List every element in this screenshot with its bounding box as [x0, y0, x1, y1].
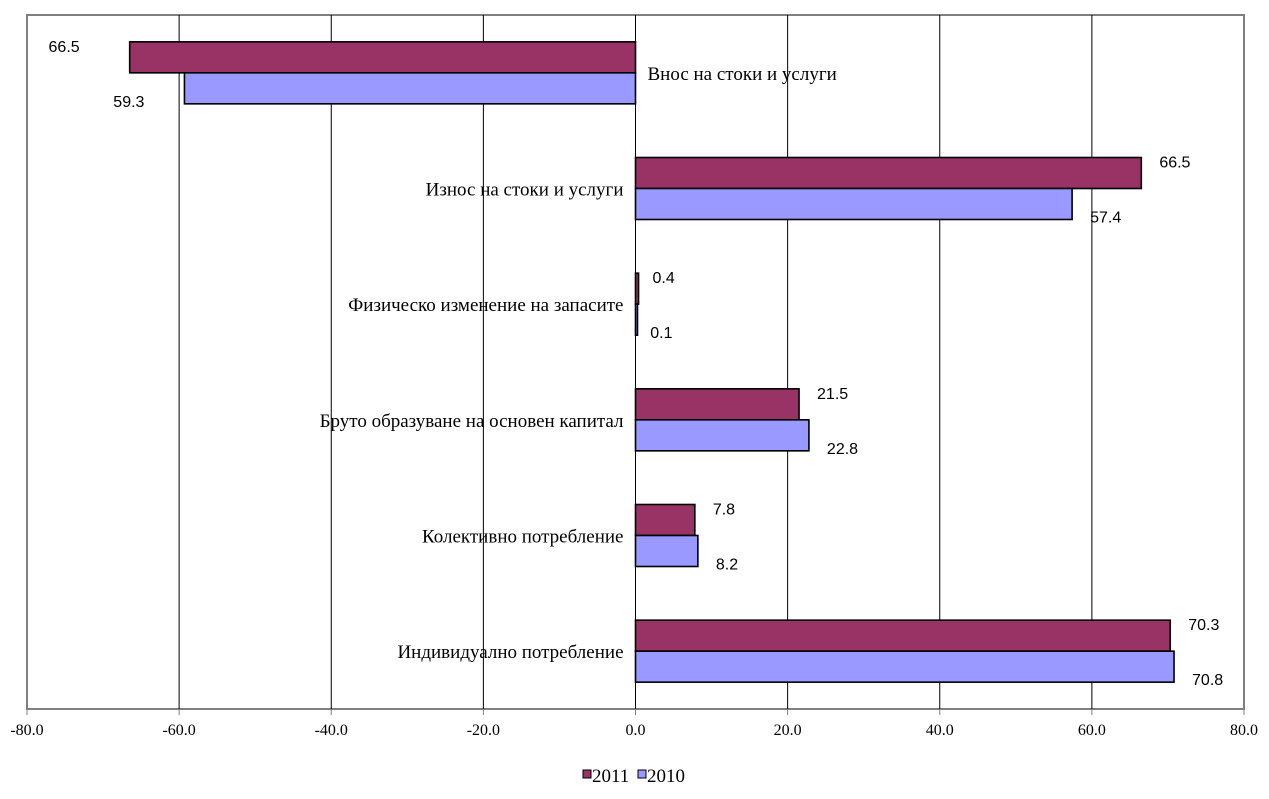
x-tick-label: 80.0 — [1230, 722, 1258, 739]
data-label-2010-5: 70.8 — [1192, 672, 1223, 689]
category-label: Колективно потребление — [422, 527, 624, 548]
bar-2010-3 — [634, 419, 810, 452]
data-label-2011-1: 66.5 — [1159, 155, 1190, 172]
category-label: Износ на стоки и услуги — [426, 180, 624, 201]
data-label-2011-0: 66.5 — [49, 39, 80, 56]
data-label-2010-2: 0.1 — [650, 325, 672, 342]
bar-2010-5 — [634, 650, 1175, 683]
legend-label-2010: 2010 — [647, 766, 685, 787]
category-label: Внос на стоки и услуги — [648, 64, 837, 85]
bar-2010-4 — [634, 534, 699, 568]
data-label-2011-2: 0.4 — [653, 270, 675, 287]
legend: 2011 2010 — [582, 766, 685, 787]
bar-2011-0 — [128, 41, 637, 74]
gridlines — [178, 15, 1093, 709]
data-label-2010-4: 8.2 — [716, 557, 738, 574]
category-label: Бруто образуване на основен капитал — [320, 411, 624, 432]
bar-2011-3 — [634, 388, 800, 421]
bar-2011-1 — [634, 156, 1143, 190]
category-label: Индивидуално потребление — [397, 642, 623, 663]
legend-swatch-2010 — [637, 769, 647, 779]
data-label-2011-3: 21.5 — [817, 386, 848, 403]
data-label-2010-1: 57.4 — [1090, 210, 1121, 227]
bar-2011-4 — [634, 503, 696, 537]
x-tick-label: -40.0 — [315, 722, 348, 739]
legend-swatch-2011 — [582, 769, 592, 779]
x-tick-label: 0.0 — [626, 722, 646, 739]
x-tick-label: -60.0 — [162, 722, 195, 739]
data-label-2011-4: 7.8 — [713, 502, 735, 519]
category-labels: Внос на стоки и услуги Износ на стоки и у… — [320, 64, 837, 663]
x-tick-label: 20.0 — [774, 722, 802, 739]
bar-2011-2 — [634, 272, 640, 305]
legend-label-2011: 2011 — [592, 766, 629, 787]
data-label-2010-0: 59.3 — [113, 94, 144, 111]
bar-2010-1 — [634, 187, 1073, 221]
bar-2011-5 — [634, 619, 1172, 652]
x-tick-label: -20.0 — [467, 722, 500, 739]
category-label: Физическо изменение на запасите — [348, 295, 623, 316]
bar-2010-2 — [634, 303, 639, 336]
bars — [128, 41, 1175, 683]
x-tick-label: 40.0 — [926, 722, 954, 739]
data-label-2010-3: 22.8 — [827, 441, 858, 458]
x-tick-label: 60.0 — [1078, 722, 1106, 739]
x-tick-label: -80.0 — [10, 722, 43, 739]
data-labels: 66.5 59.3 66.5 57.4 0.4 0.1 21.5 22.8 7.8 8.2 70.3… — [49, 39, 1224, 689]
bar-2010-0 — [183, 72, 637, 105]
data-label-2011-5: 70.3 — [1188, 617, 1219, 634]
x-axis-ticks: -80.0 -60.0 -40.0 -20.0 0.0 20.0 40.0 60.0 80.0 — [10, 709, 1258, 739]
